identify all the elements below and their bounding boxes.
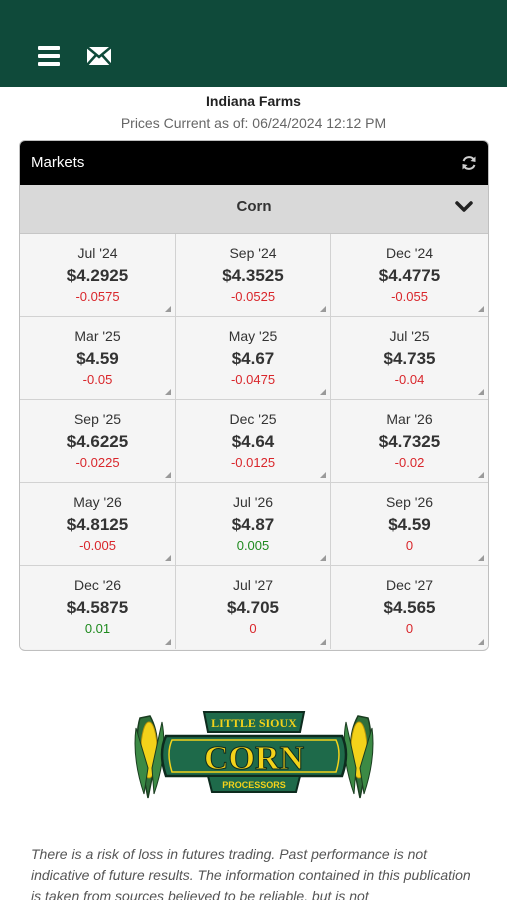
- contract-month: Dec '24: [385, 245, 434, 261]
- markets-panel: Markets Corn Jul '24 $4.2925 -0.0575 Sep '2…: [19, 140, 489, 651]
- contract-grid: Jul '24 $4.2925 -0.0575 Sep '24 $4.3525 -0.05…: [20, 234, 488, 649]
- contract-change: 0.005: [236, 538, 270, 553]
- contract-change: -0.04: [394, 372, 425, 387]
- contract-change: 0: [405, 538, 414, 553]
- commodity-selector[interactable]: Corn: [20, 185, 488, 234]
- contract-month: Jul '25: [389, 328, 430, 344]
- contract-month: May '26: [73, 494, 122, 510]
- contract-month: May '25: [228, 328, 278, 344]
- contract-change: 0: [249, 621, 257, 636]
- contract-change: -0.0125: [230, 455, 276, 470]
- contract-month: Jul '27: [232, 577, 274, 593]
- markets-panel-header: Markets: [20, 141, 488, 185]
- contract-month: Sep '25: [73, 411, 122, 427]
- contract-cell[interactable]: May '26 $4.8125 -0.005: [20, 483, 176, 566]
- contract-cell[interactable]: Jul '24 $4.2925 -0.0575: [20, 234, 176, 317]
- contract-month: Mar '25: [74, 328, 121, 344]
- contract-price: $4.5875: [66, 598, 129, 617]
- contract-cell[interactable]: Jul '26 $4.87 0.005: [176, 483, 331, 566]
- contract-month: Jul '24: [77, 245, 118, 261]
- contract-price: $4.8125: [66, 515, 129, 534]
- contract-cell[interactable]: Jul '27 $4.705 0: [176, 566, 331, 649]
- contract-change: -0.0475: [230, 372, 276, 387]
- contract-month: Dec '25: [229, 411, 277, 427]
- envelope-icon[interactable]: [86, 46, 112, 66]
- expand-corner-icon: [478, 555, 484, 561]
- contract-price: $4.64: [231, 432, 275, 451]
- contract-change: -0.05: [82, 372, 113, 387]
- expand-corner-icon: [165, 306, 171, 312]
- contract-cell[interactable]: Dec '24 $4.4775 -0.055: [331, 234, 488, 317]
- expand-corner-icon: [165, 639, 171, 645]
- contract-change: -0.02: [394, 455, 425, 470]
- contract-month: Dec '26: [73, 577, 122, 593]
- contract-cell[interactable]: Dec '25 $4.64 -0.0125: [176, 400, 331, 483]
- contract-cell[interactable]: Mar '26 $4.7325 -0.02: [331, 400, 488, 483]
- refresh-icon[interactable]: [460, 154, 478, 172]
- contract-price: $4.565: [383, 598, 436, 617]
- contract-change: 0: [405, 621, 414, 636]
- expand-corner-icon: [165, 472, 171, 478]
- contract-price: $4.59: [76, 349, 119, 368]
- contract-change: -0.0575: [75, 289, 120, 304]
- contract-change: -0.005: [79, 538, 116, 553]
- contract-month: Jul '26: [232, 494, 274, 510]
- risk-disclaimer: There is a risk of loss in futures tradi…: [31, 846, 471, 900]
- logo-bottom-text: PROCESSORS: [222, 780, 286, 790]
- contract-cell[interactable]: May '25 $4.67 -0.0475: [176, 317, 331, 400]
- contract-month: Sep '24: [229, 245, 277, 261]
- expand-corner-icon: [478, 306, 484, 312]
- contract-price: $4.4775: [378, 266, 441, 285]
- prices-as-of: Prices Current as of: 06/24/2024 12:12 P…: [120, 115, 387, 131]
- contract-month: Dec '27: [385, 577, 434, 593]
- markets-title: Markets: [31, 154, 85, 171]
- expand-corner-icon: [320, 639, 326, 645]
- app-header: [0, 0, 507, 87]
- contract-price: $4.3525: [222, 266, 284, 285]
- logo-main-text: CORN: [204, 740, 305, 777]
- expand-corner-icon: [165, 555, 171, 561]
- company-name: Indiana Farms: [206, 93, 301, 109]
- contract-price: $4.87: [231, 515, 275, 534]
- contract-change: -0.0525: [230, 289, 276, 304]
- contract-cell[interactable]: Dec '27 $4.565 0: [331, 566, 488, 649]
- contract-price: $4.67: [231, 349, 275, 368]
- contract-change: -0.055: [391, 289, 428, 304]
- contract-cell[interactable]: Sep '24 $4.3525 -0.0525: [176, 234, 331, 317]
- contract-price: $4.6225: [66, 432, 129, 451]
- contract-price: $4.7325: [378, 432, 441, 451]
- contract-cell[interactable]: Mar '25 $4.59 -0.05: [20, 317, 176, 400]
- expand-corner-icon: [320, 555, 326, 561]
- commodity-name: Corn: [236, 198, 272, 215]
- chevron-down-icon: [455, 200, 473, 214]
- expand-corner-icon: [320, 389, 326, 395]
- expand-corner-icon: [478, 639, 484, 645]
- contract-cell[interactable]: Sep '26 $4.59 0: [331, 483, 488, 566]
- expand-corner-icon: [320, 306, 326, 312]
- contract-price: $4.705: [227, 598, 279, 617]
- contract-price: $4.735: [383, 349, 436, 368]
- contract-change: 0.01: [84, 621, 111, 636]
- contract-cell[interactable]: Jul '25 $4.735 -0.04: [331, 317, 488, 400]
- expand-corner-icon: [320, 472, 326, 478]
- contract-price: $4.59: [388, 515, 431, 534]
- expand-corner-icon: [478, 389, 484, 395]
- little-sioux-corn-logo: LITTLE SIOUX CORN PROCESSORS: [132, 698, 376, 802]
- contract-change: -0.0225: [75, 455, 120, 470]
- hamburger-menu-icon[interactable]: [38, 46, 62, 68]
- expand-corner-icon: [165, 389, 171, 395]
- contract-price: $4.2925: [66, 266, 129, 285]
- expand-corner-icon: [478, 472, 484, 478]
- contract-cell[interactable]: Dec '26 $4.5875 0.01: [20, 566, 176, 649]
- contract-cell[interactable]: Sep '25 $4.6225 -0.0225: [20, 400, 176, 483]
- logo-top-text: LITTLE SIOUX: [211, 716, 297, 730]
- contract-month: Sep '26: [385, 494, 434, 510]
- contract-month: Mar '26: [386, 411, 433, 427]
